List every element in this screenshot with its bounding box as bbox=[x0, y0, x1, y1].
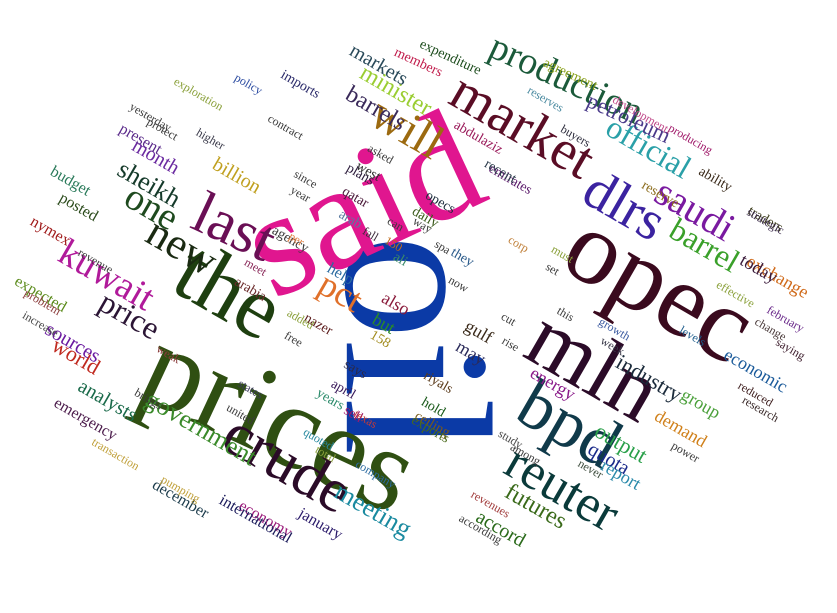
word-group: group bbox=[678, 384, 724, 422]
word-strategic: strategic bbox=[745, 205, 787, 237]
word-policy: policy bbox=[232, 70, 265, 97]
word-transaction: transaction bbox=[89, 435, 142, 473]
word-imports: imports bbox=[278, 68, 323, 102]
word-nymex: nymex bbox=[27, 213, 73, 249]
word-oil: oil bbox=[301, 234, 533, 456]
word-contract: contract bbox=[265, 111, 306, 143]
word-per: per bbox=[286, 229, 306, 249]
word-exploration: exploration bbox=[171, 74, 225, 113]
word-higher: higher bbox=[194, 125, 228, 152]
word-cut: cut bbox=[499, 309, 519, 329]
word-saying: saying bbox=[774, 335, 808, 363]
word-ali: ali bbox=[390, 250, 410, 270]
